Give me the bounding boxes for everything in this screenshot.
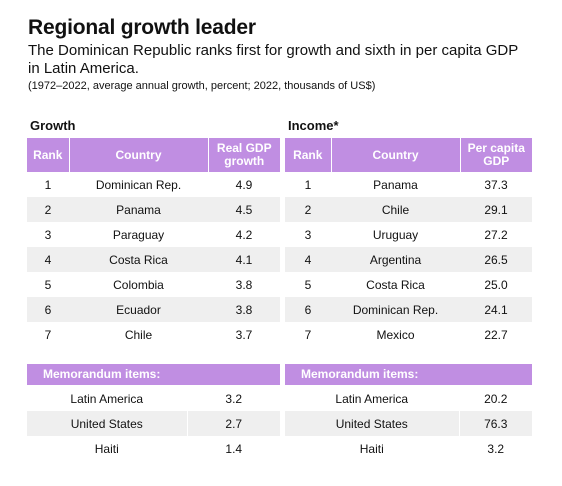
growth-col-country: Country xyxy=(69,138,209,172)
table-row: 2 Panama 4.5 xyxy=(27,197,280,222)
rank-cell: 1 xyxy=(44,177,52,192)
table-row: 1 Panama 37.3 xyxy=(285,172,532,197)
table-row: 7 Mexico 22.7 xyxy=(285,322,532,347)
rank-cell: 2 xyxy=(285,197,331,222)
country-cell: Costa Rica xyxy=(69,247,208,272)
rank-cell: 6 xyxy=(27,297,69,322)
value-cell: 27.2 xyxy=(484,227,508,242)
value-cell: 4.5 xyxy=(208,197,280,222)
value-cell: 2.7 xyxy=(187,411,280,436)
table-row: 4 Costa Rica 4.1 xyxy=(27,247,280,272)
country-cell: Latin America xyxy=(27,386,188,411)
value-cell: 3.7 xyxy=(235,327,253,342)
rank-cell: 3 xyxy=(304,227,312,242)
country-cell: Chile xyxy=(124,327,153,342)
income-col-value: Per capita GDP xyxy=(460,138,532,172)
country-cell: Chile xyxy=(331,197,460,222)
rank-cell: 1 xyxy=(304,177,312,192)
value-cell: 22.7 xyxy=(484,327,508,342)
table-row: United States 76.3 xyxy=(285,411,532,436)
country-cell: Latin America xyxy=(285,386,460,411)
income-memo-table: Latin America 20.2 United States 76.3 Hait… xyxy=(285,386,532,461)
growth-col-rank: Rank xyxy=(27,138,70,172)
rank-cell: 2 xyxy=(27,197,69,222)
income-memo-header: Memorandum items: xyxy=(285,364,532,385)
value-cell: 3.2 xyxy=(487,441,505,456)
table-row: 5 Colombia 3.8 xyxy=(27,272,280,297)
value-cell: 26.5 xyxy=(460,247,532,272)
growth-table: Rank Country Real GDP growth 1 Dominican … xyxy=(27,138,280,347)
table-row: Haiti 3.2 xyxy=(285,436,532,461)
value-cell: 3.8 xyxy=(208,297,280,322)
value-cell: 3.2 xyxy=(225,391,243,406)
table-row: 7 Chile 3.7 xyxy=(27,322,280,347)
table-row: 6 Ecuador 3.8 xyxy=(27,297,280,322)
rank-cell: 6 xyxy=(285,297,331,322)
table-row: 3 Paraguay 4.2 xyxy=(27,222,280,247)
value-cell: 24.1 xyxy=(460,297,532,322)
country-cell: Dominican Rep. xyxy=(95,177,182,192)
growth-col-value: Real GDP growth xyxy=(208,138,280,172)
country-cell: Haiti xyxy=(27,436,188,461)
table-row: Haiti 1.4 xyxy=(27,436,280,461)
value-cell: 29.1 xyxy=(460,197,532,222)
chart-title: Regional growth leader xyxy=(28,16,256,39)
country-cell: Uruguay xyxy=(372,227,419,242)
income-col-rank: Rank xyxy=(285,138,332,172)
value-cell: 1.4 xyxy=(225,441,243,456)
country-cell: Panama xyxy=(373,177,418,192)
country-cell: Paraguay xyxy=(112,227,165,242)
country-cell: Panama xyxy=(69,197,208,222)
rank-cell: 5 xyxy=(44,277,52,292)
income-col-country: Country xyxy=(331,138,461,172)
income-table: Rank Country Per capita GDP 1 Panama 37.3 … xyxy=(285,138,532,347)
value-cell: 25.0 xyxy=(484,277,508,292)
country-cell: Dominican Rep. xyxy=(331,297,460,322)
growth-section-label: Growth xyxy=(30,118,76,133)
value-cell: 4.9 xyxy=(235,177,253,192)
table-row: 1 Dominican Rep. 4.9 xyxy=(27,172,280,197)
table-row: 4 Argentina 26.5 xyxy=(285,247,532,272)
country-cell: United States xyxy=(27,411,188,436)
country-cell: Mexico xyxy=(376,327,415,342)
chart-subtitle: The Dominican Republic ranks first for g… xyxy=(28,42,518,77)
value-cell: 76.3 xyxy=(459,411,532,436)
table-row: United States 2.7 xyxy=(27,411,280,436)
value-cell: 4.2 xyxy=(235,227,253,242)
value-cell: 3.8 xyxy=(235,277,253,292)
rank-cell: 5 xyxy=(304,277,312,292)
value-cell: 4.1 xyxy=(208,247,280,272)
rank-cell: 4 xyxy=(285,247,331,272)
country-cell: United States xyxy=(285,411,460,436)
growth-memo-header: Memorandum items: xyxy=(27,364,280,385)
growth-memo-table: Latin America 3.2 United States 2.7 Haiti 1… xyxy=(27,386,280,461)
table-row: 6 Dominican Rep. 24.1 xyxy=(285,297,532,322)
value-cell: 20.2 xyxy=(484,391,508,406)
country-cell: Colombia xyxy=(113,277,164,292)
rank-cell: 7 xyxy=(304,327,312,342)
table-row: Latin America 20.2 xyxy=(285,386,532,411)
country-cell: Haiti xyxy=(285,436,460,461)
table-row: 5 Costa Rica 25.0 xyxy=(285,272,532,297)
rank-cell: 7 xyxy=(44,327,52,342)
rank-cell: 4 xyxy=(27,247,69,272)
table-row: Latin America 3.2 xyxy=(27,386,280,411)
country-cell: Ecuador xyxy=(69,297,208,322)
country-cell: Argentina xyxy=(331,247,460,272)
country-cell: Costa Rica xyxy=(366,277,425,292)
income-section-label: Income* xyxy=(288,118,339,133)
rank-cell: 3 xyxy=(44,227,52,242)
chart-note: (1972–2022, average annual growth, perce… xyxy=(28,80,376,92)
value-cell: 37.3 xyxy=(484,177,508,192)
table-row: 2 Chile 29.1 xyxy=(285,197,532,222)
table-row: 3 Uruguay 27.2 xyxy=(285,222,532,247)
